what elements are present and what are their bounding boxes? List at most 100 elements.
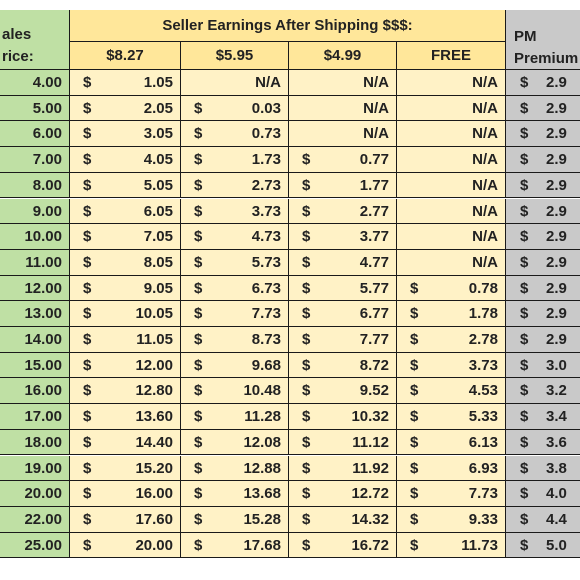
- earnings-cell[interactable]: $0.77: [289, 147, 397, 173]
- earnings-cell[interactable]: N/A: [289, 70, 397, 96]
- pm-premium-cell[interactable]: $2.9: [506, 95, 580, 122]
- earnings-cell[interactable]: $1.77: [289, 172, 397, 199]
- pm-premium-cell[interactable]: $4.4: [506, 506, 580, 533]
- pm-premium-cell[interactable]: $2.9: [506, 70, 580, 96]
- earnings-cell[interactable]: $8.73: [181, 327, 289, 353]
- earnings-cell[interactable]: $10.32: [289, 404, 397, 430]
- earnings-cell[interactable]: $6.05: [70, 198, 181, 225]
- earnings-cell[interactable]: $5.33: [397, 404, 506, 430]
- earnings-cell[interactable]: N/A: [397, 147, 506, 173]
- earnings-cell[interactable]: $9.33: [397, 506, 506, 533]
- earnings-cell[interactable]: N/A: [289, 95, 397, 122]
- earnings-cell[interactable]: $6.73: [181, 275, 289, 302]
- sales-price-cell[interactable]: 20.00: [0, 481, 70, 507]
- earnings-cell[interactable]: $1.05: [70, 70, 181, 96]
- earnings-cell[interactable]: $17.68: [181, 532, 289, 559]
- earnings-cell[interactable]: $10.05: [70, 301, 181, 327]
- earnings-cell[interactable]: $1.73: [181, 147, 289, 173]
- header-earnings-title[interactable]: Seller Earnings After Shipping $$$:: [70, 10, 506, 42]
- earnings-cell[interactable]: N/A: [397, 198, 506, 225]
- earnings-cell[interactable]: $16.00: [70, 481, 181, 507]
- pm-premium-cell[interactable]: $2.9: [506, 224, 580, 250]
- earnings-cell[interactable]: $6.93: [397, 455, 506, 482]
- earnings-cell[interactable]: $14.40: [70, 429, 181, 456]
- sales-price-cell[interactable]: 12.00: [0, 275, 70, 302]
- pm-premium-cell[interactable]: $2.9: [506, 301, 580, 327]
- earnings-cell[interactable]: $9.52: [289, 378, 397, 405]
- earnings-cell[interactable]: $4.05: [70, 147, 181, 173]
- earnings-cell[interactable]: $6.77: [289, 301, 397, 327]
- pm-premium-cell[interactable]: $2.9: [506, 327, 580, 353]
- header-pm-premium[interactable]: PM Premium: [506, 10, 580, 70]
- earnings-cell[interactable]: N/A: [397, 121, 506, 148]
- earnings-cell[interactable]: $9.05: [70, 275, 181, 302]
- earnings-cell[interactable]: $6.13: [397, 429, 506, 456]
- sales-price-cell[interactable]: 15.00: [0, 352, 70, 379]
- earnings-cell[interactable]: N/A: [397, 95, 506, 122]
- earnings-cell[interactable]: $0.78: [397, 275, 506, 302]
- earnings-cell[interactable]: $2.73: [181, 172, 289, 199]
- sales-price-cell[interactable]: 19.00: [0, 455, 70, 482]
- earnings-cell[interactable]: $12.80: [70, 378, 181, 405]
- earnings-cell[interactable]: $15.28: [181, 506, 289, 533]
- earnings-cell[interactable]: N/A: [397, 172, 506, 199]
- pm-premium-cell[interactable]: $2.9: [506, 249, 580, 276]
- earnings-cell[interactable]: $4.77: [289, 249, 397, 276]
- earnings-cell[interactable]: $12.88: [181, 455, 289, 482]
- earnings-cell[interactable]: N/A: [289, 121, 397, 148]
- earnings-cell[interactable]: N/A: [181, 70, 289, 96]
- sales-price-cell[interactable]: 22.00: [0, 506, 70, 533]
- earnings-cell[interactable]: $2.77: [289, 198, 397, 225]
- earnings-cell[interactable]: $4.53: [397, 378, 506, 405]
- earnings-cell[interactable]: $20.00: [70, 532, 181, 559]
- earnings-cell[interactable]: N/A: [397, 224, 506, 250]
- earnings-cell[interactable]: $12.72: [289, 481, 397, 507]
- earnings-cell[interactable]: $5.73: [181, 249, 289, 276]
- sales-price-cell[interactable]: 8.00: [0, 172, 70, 199]
- earnings-cell[interactable]: $11.73: [397, 532, 506, 559]
- earnings-cell[interactable]: $8.05: [70, 249, 181, 276]
- sales-price-cell[interactable]: 18.00: [0, 429, 70, 456]
- earnings-cell[interactable]: $16.72: [289, 532, 397, 559]
- earnings-cell[interactable]: $5.05: [70, 172, 181, 199]
- pm-premium-cell[interactable]: $2.9: [506, 275, 580, 302]
- earnings-cell[interactable]: $11.12: [289, 429, 397, 456]
- earnings-cell[interactable]: $5.77: [289, 275, 397, 302]
- earnings-cell[interactable]: $3.73: [397, 352, 506, 379]
- header-col-499[interactable]: $4.99: [289, 42, 397, 70]
- pm-premium-cell[interactable]: $2.9: [506, 147, 580, 173]
- earnings-cell[interactable]: $3.73: [181, 198, 289, 225]
- earnings-cell[interactable]: $8.72: [289, 352, 397, 379]
- pm-premium-cell[interactable]: $4.0: [506, 481, 580, 507]
- pm-premium-cell[interactable]: $2.9: [506, 121, 580, 148]
- earnings-cell[interactable]: $14.32: [289, 506, 397, 533]
- earnings-cell[interactable]: $9.68: [181, 352, 289, 379]
- pm-premium-cell[interactable]: $2.9: [506, 172, 580, 199]
- earnings-cell[interactable]: $7.05: [70, 224, 181, 250]
- sales-price-cell[interactable]: 7.00: [0, 147, 70, 173]
- earnings-cell[interactable]: $12.00: [70, 352, 181, 379]
- sales-price-cell[interactable]: 11.00: [0, 249, 70, 276]
- header-sales-price[interactable]: ales rice:: [0, 10, 70, 70]
- earnings-cell[interactable]: $2.78: [397, 327, 506, 353]
- earnings-cell[interactable]: $0.03: [181, 95, 289, 122]
- earnings-cell[interactable]: $17.60: [70, 506, 181, 533]
- pm-premium-cell[interactable]: $3.2: [506, 378, 580, 405]
- pm-premium-cell[interactable]: $3.4: [506, 404, 580, 430]
- header-col-595[interactable]: $5.95: [181, 42, 289, 70]
- sales-price-cell[interactable]: 9.00: [0, 198, 70, 225]
- earnings-cell[interactable]: $4.73: [181, 224, 289, 250]
- pm-premium-cell[interactable]: $3.0: [506, 352, 580, 379]
- earnings-cell[interactable]: $11.92: [289, 455, 397, 482]
- sales-price-cell[interactable]: 4.00: [0, 70, 70, 96]
- earnings-cell[interactable]: $7.73: [181, 301, 289, 327]
- pm-premium-cell[interactable]: $3.6: [506, 429, 580, 456]
- earnings-cell[interactable]: $13.68: [181, 481, 289, 507]
- header-col-827[interactable]: $8.27: [70, 42, 181, 70]
- earnings-cell[interactable]: N/A: [397, 70, 506, 96]
- pm-premium-cell[interactable]: $2.9: [506, 198, 580, 225]
- sales-price-cell[interactable]: 13.00: [0, 301, 70, 327]
- sales-price-cell[interactable]: 10.00: [0, 224, 70, 250]
- sales-price-cell[interactable]: 16.00: [0, 378, 70, 405]
- earnings-cell[interactable]: $3.05: [70, 121, 181, 148]
